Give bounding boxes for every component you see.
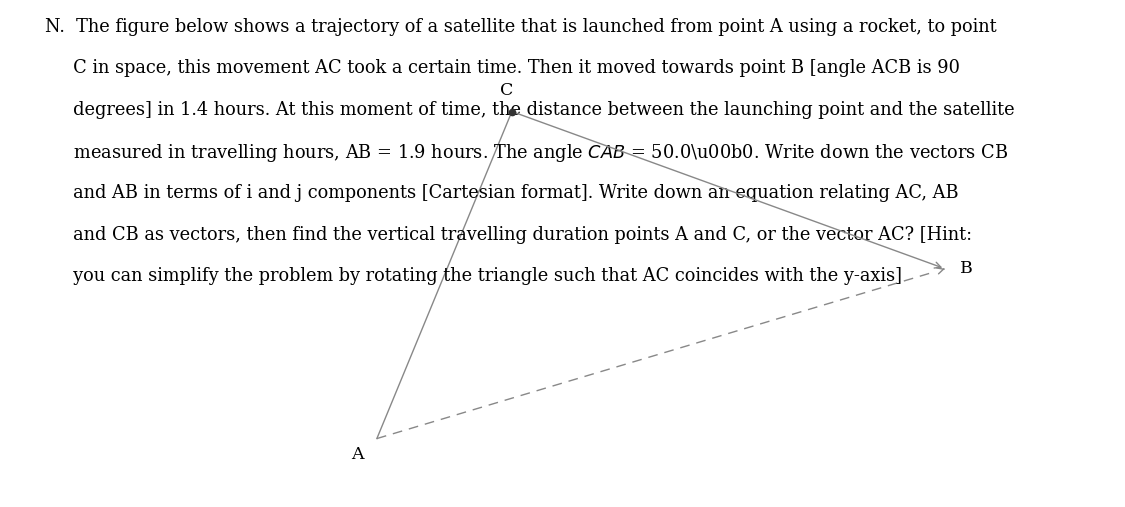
Text: you can simplify the problem by rotating the triangle such that AC coincides wit: you can simplify the problem by rotating… (45, 267, 902, 285)
Text: and AB in terms of i and j components [Cartesian format]. Write down an equation: and AB in terms of i and j components [C… (45, 184, 958, 202)
Text: N.  The figure below shows a trajectory of a satellite that is launched from poi: N. The figure below shows a trajectory o… (45, 18, 997, 36)
Text: degrees] in 1.4 hours. At this moment of time, the distance between the launchin: degrees] in 1.4 hours. At this moment of… (45, 101, 1015, 119)
Text: C: C (500, 82, 513, 99)
Text: A: A (351, 446, 363, 463)
Text: C in space, this movement AC took a certain time. Then it moved towards point B : C in space, this movement AC took a cert… (45, 59, 960, 78)
Text: B: B (960, 260, 972, 277)
Text: measured in travelling hours, AB = 1.9 hours. The angle $\mathit{CAB}$ = 50.0\u0: measured in travelling hours, AB = 1.9 h… (45, 142, 1008, 164)
Text: and CB as vectors, then find the vertical travelling duration points A and C, or: and CB as vectors, then find the vertica… (45, 226, 972, 244)
